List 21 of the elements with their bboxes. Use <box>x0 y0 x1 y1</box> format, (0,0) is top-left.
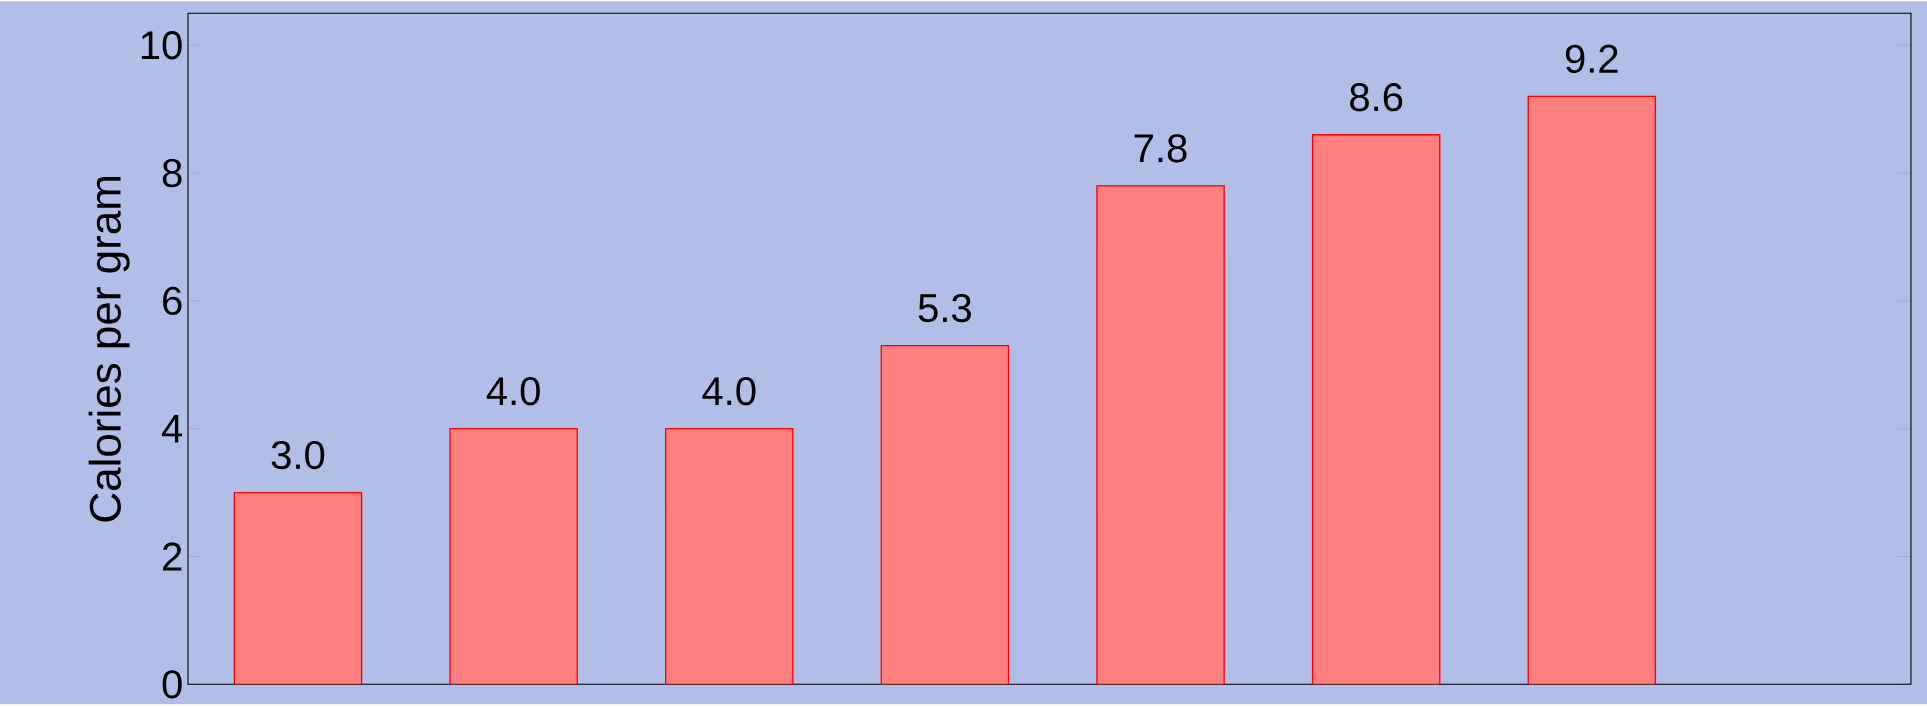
data-label: 7.8 <box>1134 134 1187 163</box>
bar <box>1096 185 1225 685</box>
data-label: 3.0 <box>271 440 325 470</box>
y-tick-label: 6 <box>163 286 182 316</box>
data-label: 5.3 <box>918 294 971 323</box>
data-label: 8.6 <box>1350 83 1403 112</box>
y-tick-label: 2 <box>163 542 182 571</box>
bar <box>664 428 794 685</box>
data-label: 9.2 <box>1565 44 1618 74</box>
y-tick-label: 0 <box>162 670 182 699</box>
bar <box>233 492 363 685</box>
bar <box>449 428 578 685</box>
y-tick-label: 10 <box>141 31 182 60</box>
bar <box>880 345 1010 685</box>
bar <box>1311 134 1441 685</box>
bar <box>1527 95 1657 685</box>
data-label: 4.0 <box>702 377 756 406</box>
data-label: 4.0 <box>486 377 540 406</box>
y-tick-label: 4 <box>161 415 183 443</box>
y-tick-label: 8 <box>162 159 182 188</box>
y-axis-title: Calories per gram <box>88 177 130 522</box>
